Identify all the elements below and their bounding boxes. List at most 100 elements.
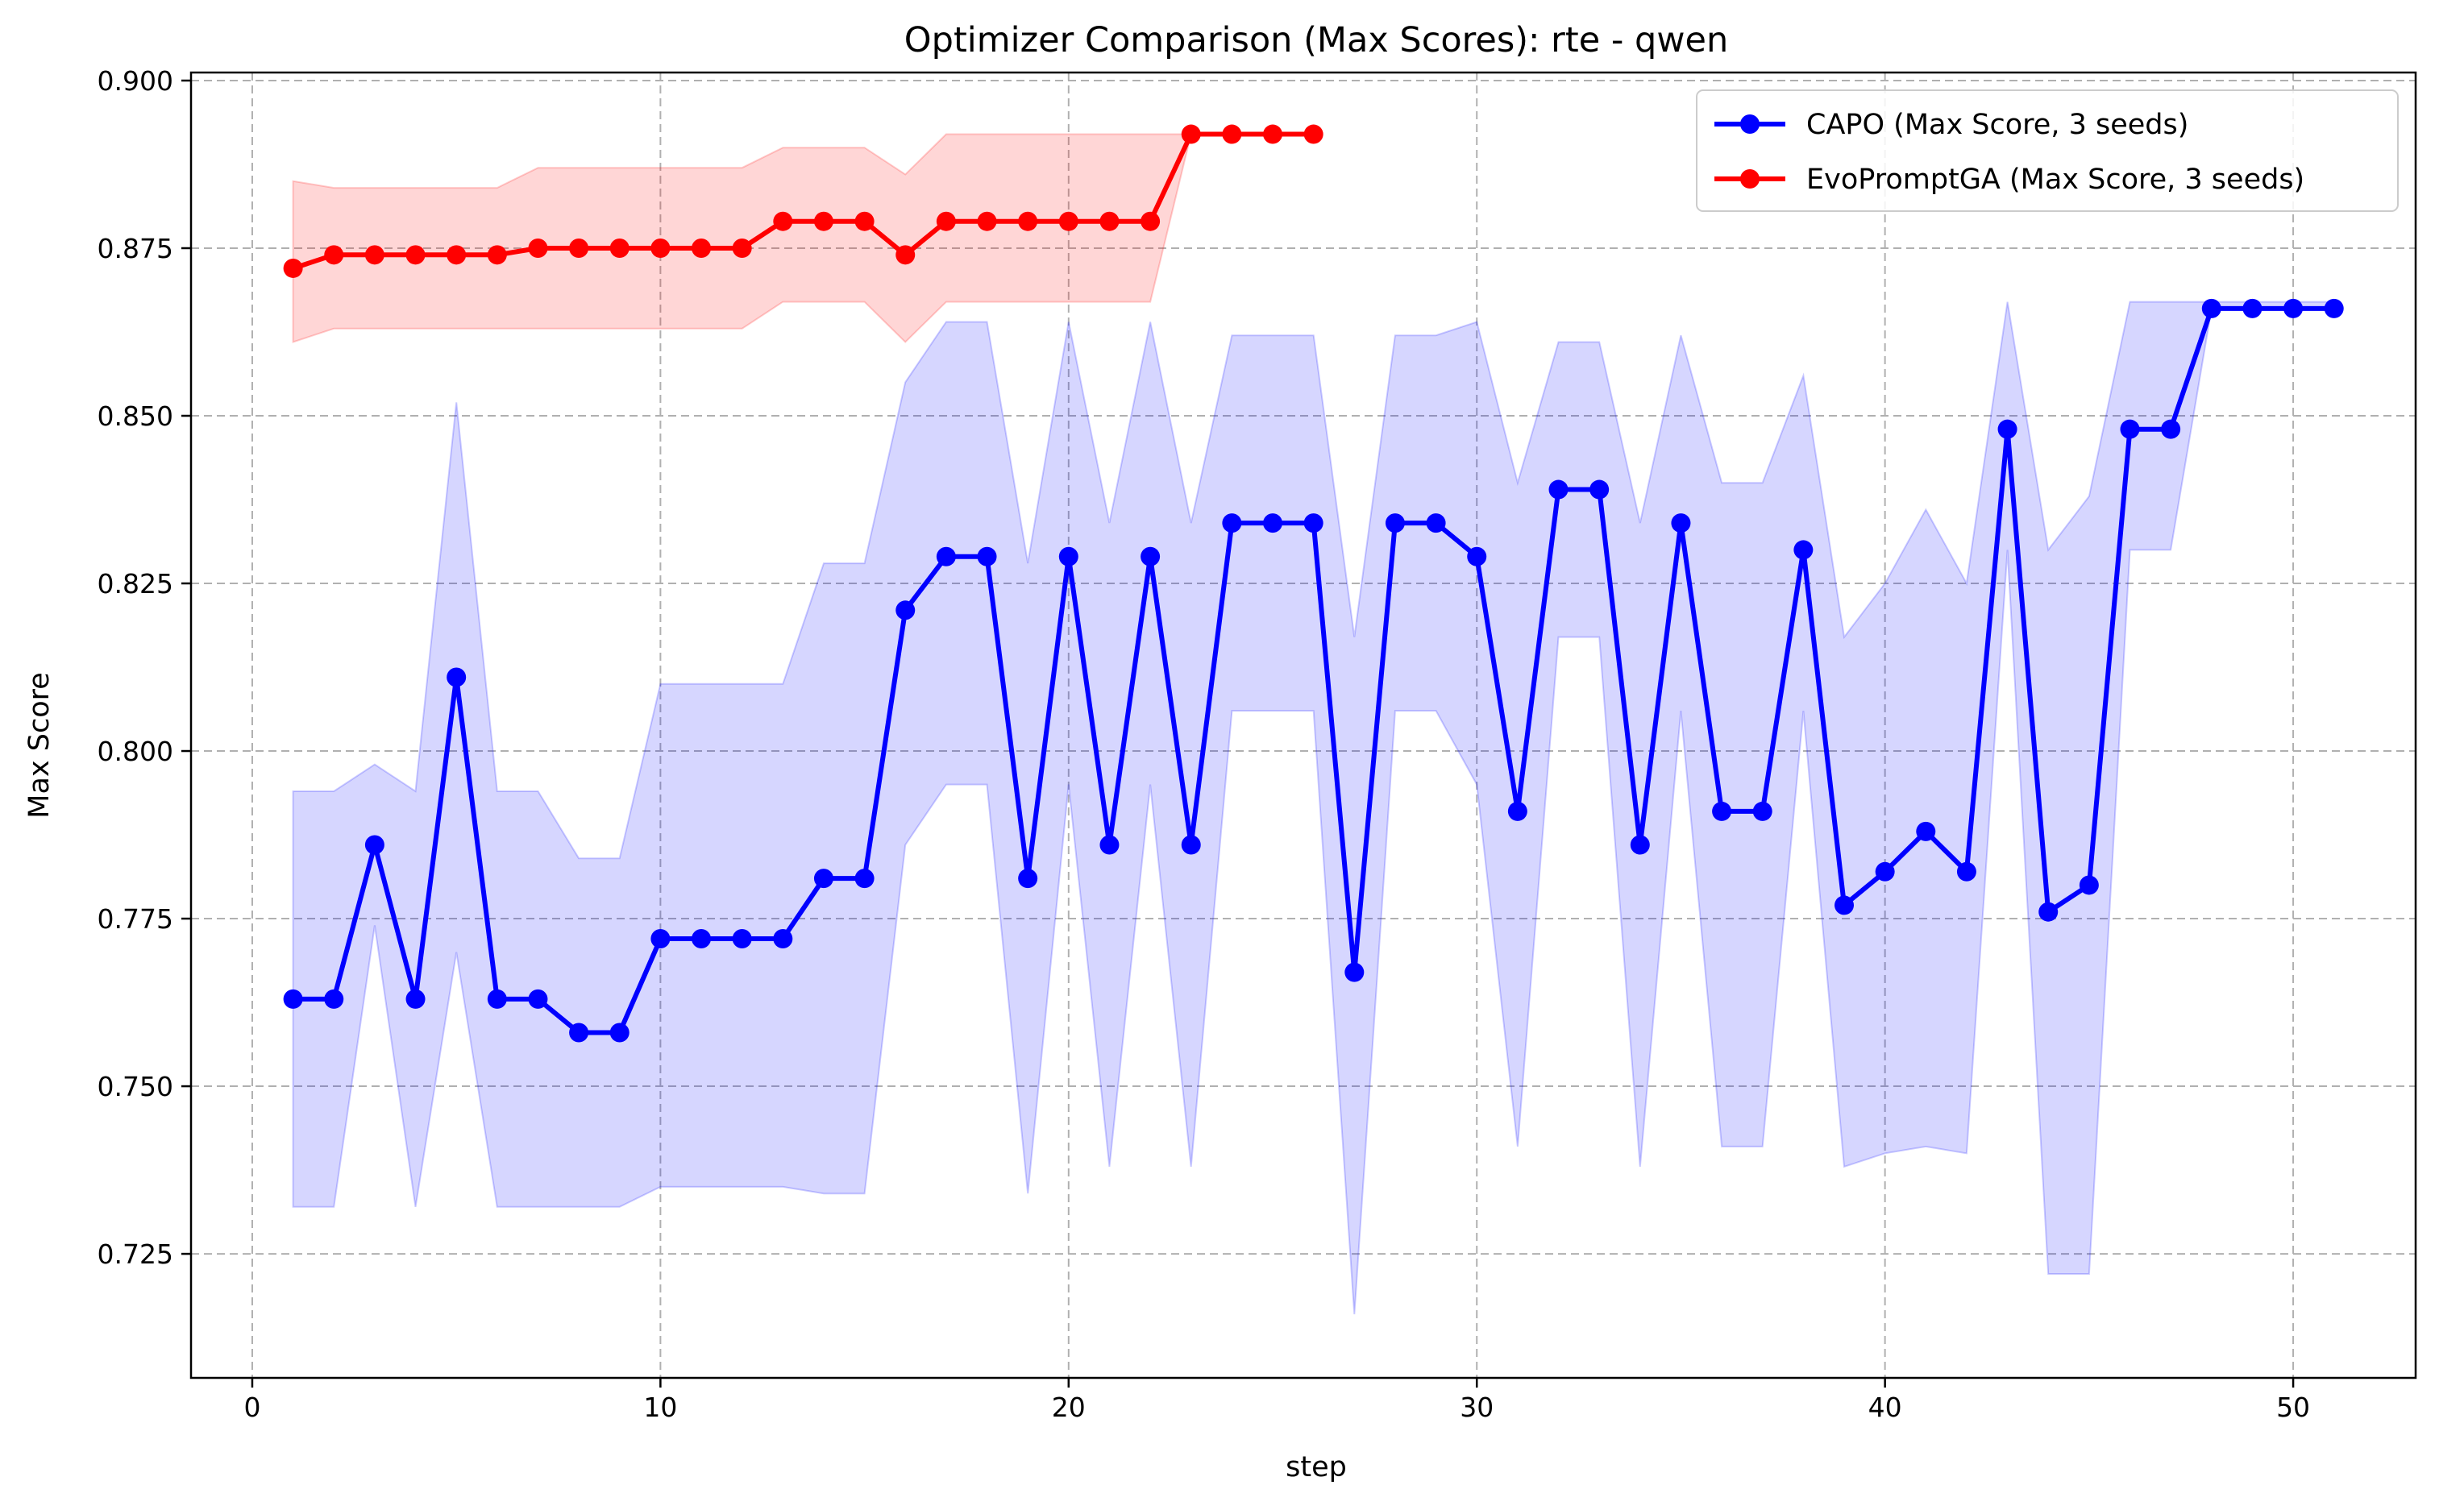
point-series-0-18 bbox=[1018, 869, 1038, 889]
point-series-0-33 bbox=[1630, 835, 1650, 855]
point-series-0-10 bbox=[692, 929, 712, 949]
point-series-1-11 bbox=[732, 238, 752, 258]
y-tick-label-6: 0.875 bbox=[98, 233, 173, 264]
y-tick-label-0: 0.725 bbox=[98, 1238, 173, 1270]
point-series-0-13 bbox=[813, 869, 833, 889]
point-series-1-4 bbox=[447, 245, 467, 265]
point-series-0-16 bbox=[936, 546, 956, 566]
point-series-1-19 bbox=[1058, 211, 1078, 231]
point-series-0-30 bbox=[1507, 801, 1527, 821]
legend: CAPO (Max Score, 3 seeds) EvoPromptGA (Ma… bbox=[1696, 89, 2399, 212]
point-series-0-11 bbox=[732, 929, 752, 949]
point-series-0-24 bbox=[1263, 513, 1283, 533]
point-series-1-23 bbox=[1222, 124, 1242, 144]
chart-title: Optimizer Comparison (Max Scores): rte -… bbox=[904, 20, 1728, 60]
point-series-1-10 bbox=[692, 238, 712, 258]
point-series-0-41 bbox=[1956, 861, 1976, 882]
point-series-0-3 bbox=[405, 989, 426, 1009]
point-series-0-14 bbox=[854, 869, 875, 889]
point-series-1-3 bbox=[405, 245, 426, 265]
point-series-1-21 bbox=[1141, 211, 1161, 231]
point-series-0-48 bbox=[2242, 298, 2262, 318]
y-tick-label-7: 0.900 bbox=[98, 65, 173, 97]
axes: 0 10 20 30 40 50 0.725 0.750 0.775 0.800 0.825 0.85… bbox=[98, 65, 2417, 1423]
x-tick-label-4: 40 bbox=[1868, 1392, 1902, 1423]
point-series-0-9 bbox=[650, 929, 671, 949]
point-series-1-1 bbox=[324, 245, 344, 265]
point-series-1-18 bbox=[1018, 211, 1038, 231]
point-series-1-0 bbox=[283, 258, 303, 278]
plot-frame bbox=[189, 71, 2417, 1379]
grid bbox=[191, 73, 2416, 1378]
point-series-0-37 bbox=[1793, 540, 1814, 560]
band-series-0 bbox=[292, 301, 2335, 1315]
confidence-bands bbox=[292, 133, 2335, 1315]
point-series-0-1 bbox=[324, 989, 344, 1009]
series-lines bbox=[283, 124, 2344, 1043]
point-series-1-7 bbox=[569, 238, 589, 258]
point-series-1-12 bbox=[773, 211, 793, 231]
y-tick-label-3: 0.800 bbox=[98, 736, 173, 767]
point-series-1-16 bbox=[936, 211, 956, 231]
x-axis-title: step bbox=[1286, 1451, 1347, 1483]
point-series-1-13 bbox=[813, 211, 833, 231]
point-series-0-42 bbox=[1997, 419, 2017, 439]
x-tick-label-1: 10 bbox=[643, 1392, 677, 1423]
point-series-0-7 bbox=[569, 1023, 589, 1043]
point-series-0-47 bbox=[2201, 298, 2221, 318]
point-series-0-44 bbox=[2079, 875, 2099, 895]
point-series-0-5 bbox=[487, 989, 507, 1009]
legend-label-0: CAPO (Max Score, 3 seeds) bbox=[1806, 109, 2188, 141]
point-series-0-50 bbox=[2324, 298, 2344, 318]
point-series-0-6 bbox=[528, 989, 548, 1009]
point-series-0-45 bbox=[2120, 419, 2140, 439]
point-series-1-9 bbox=[650, 238, 671, 258]
x-tick-label-2: 20 bbox=[1052, 1392, 1086, 1423]
point-series-1-2 bbox=[364, 245, 384, 265]
point-series-1-6 bbox=[528, 238, 548, 258]
point-series-0-27 bbox=[1385, 513, 1405, 533]
point-series-1-25 bbox=[1303, 124, 1323, 144]
point-series-0-49 bbox=[2283, 298, 2304, 318]
point-series-0-4 bbox=[447, 667, 467, 687]
y-axis-title: Max Score bbox=[23, 672, 56, 819]
point-series-0-34 bbox=[1671, 513, 1691, 533]
point-series-0-46 bbox=[2161, 419, 2181, 439]
point-series-0-17 bbox=[977, 546, 997, 566]
point-series-0-8 bbox=[609, 1023, 630, 1043]
point-series-0-35 bbox=[1712, 801, 1732, 821]
x-tick-label-5: 50 bbox=[2276, 1392, 2310, 1423]
y-tick-label-4: 0.825 bbox=[98, 568, 173, 599]
point-series-0-32 bbox=[1589, 479, 1610, 500]
legend-box bbox=[1696, 89, 2399, 212]
point-series-0-40 bbox=[1916, 821, 1936, 841]
point-series-0-36 bbox=[1752, 801, 1772, 821]
point-series-0-26 bbox=[1344, 962, 1365, 982]
point-series-0-25 bbox=[1303, 513, 1323, 533]
point-series-0-39 bbox=[1875, 861, 1895, 882]
point-series-1-22 bbox=[1181, 124, 1201, 144]
legend-marker-1 bbox=[1740, 169, 1760, 189]
y-tick-label-5: 0.850 bbox=[98, 400, 173, 432]
point-series-0-43 bbox=[2038, 902, 2059, 922]
point-series-1-15 bbox=[895, 245, 916, 265]
point-series-1-20 bbox=[1099, 211, 1120, 231]
point-series-0-20 bbox=[1099, 835, 1120, 855]
point-series-0-21 bbox=[1141, 546, 1161, 566]
point-series-0-0 bbox=[283, 989, 303, 1009]
point-series-0-19 bbox=[1058, 546, 1078, 566]
point-series-1-8 bbox=[609, 238, 630, 258]
y-tick-label-1: 0.750 bbox=[98, 1071, 173, 1102]
point-series-0-2 bbox=[364, 835, 384, 855]
legend-label-1: EvoPromptGA (Max Score, 3 seeds) bbox=[1806, 164, 2304, 196]
band-series-1 bbox=[292, 133, 1314, 343]
y-tick-label-2: 0.775 bbox=[98, 903, 173, 935]
point-series-1-17 bbox=[977, 211, 997, 231]
point-series-0-22 bbox=[1181, 835, 1201, 855]
point-series-1-5 bbox=[487, 245, 507, 265]
point-series-0-28 bbox=[1426, 513, 1446, 533]
point-series-0-29 bbox=[1467, 546, 1487, 566]
x-tick-label-3: 30 bbox=[1460, 1392, 1494, 1423]
legend-marker-0 bbox=[1740, 114, 1760, 134]
